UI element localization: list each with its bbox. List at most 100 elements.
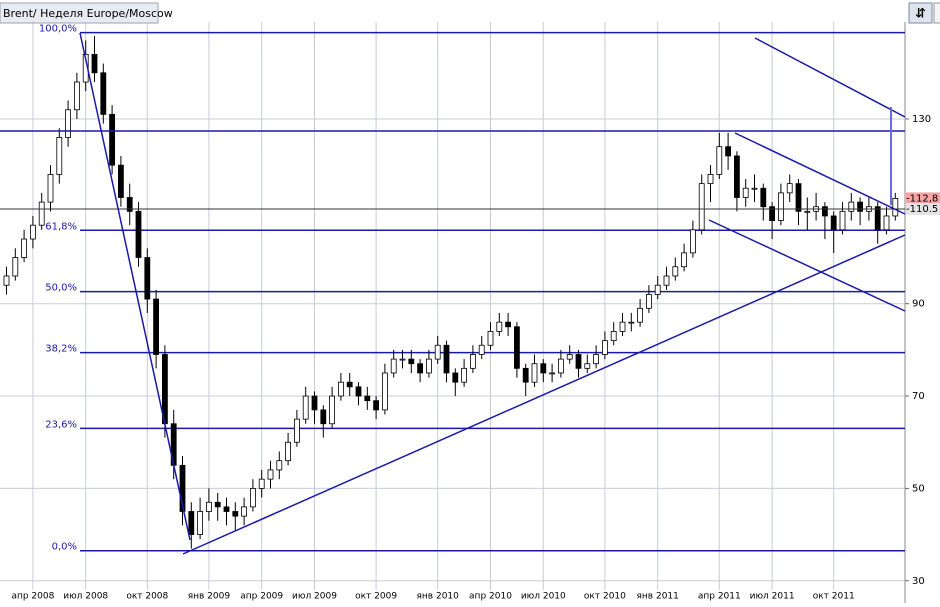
fib-label: 23,6% — [45, 419, 77, 430]
candle-body — [109, 113, 115, 166]
fib-label: 38,2% — [45, 344, 77, 355]
candle-body — [267, 469, 274, 480]
candle-body — [566, 354, 573, 360]
candle-body — [434, 344, 441, 360]
candle-body — [311, 395, 318, 411]
candle-body — [742, 187, 749, 198]
candle-body — [522, 367, 529, 383]
candle-body — [681, 252, 687, 268]
candle-body — [487, 330, 494, 346]
drawings — [0, 32, 906, 555]
y-tick-label: 70 — [912, 391, 925, 402]
candle-body — [558, 358, 564, 374]
candle-body — [3, 275, 10, 286]
candle-body — [778, 192, 784, 221]
candle-body — [214, 501, 221, 508]
x-tick-label: окт 2008 — [126, 592, 168, 602]
candle-body — [830, 215, 837, 231]
x-tick-label: апр 2008 — [11, 592, 54, 602]
candle-body — [12, 257, 19, 277]
candle-body — [452, 372, 459, 383]
candle-body — [734, 155, 740, 198]
candle-body — [751, 187, 758, 190]
y-tick-label: 90 — [912, 299, 925, 310]
candle-body — [285, 441, 292, 462]
candle-body — [602, 340, 608, 355]
candle-body — [153, 298, 160, 355]
candle-body — [126, 197, 133, 212]
x-tick-label: июл 2010 — [521, 592, 566, 602]
candle-body — [355, 386, 362, 397]
candle-body — [786, 183, 793, 194]
x-tick-label: янв 2011 — [637, 592, 679, 602]
candle-body — [373, 400, 380, 411]
candle-body — [531, 363, 538, 383]
fib-label: 0,0% — [52, 542, 77, 553]
candle-body — [329, 395, 336, 425]
candle-body — [364, 395, 371, 402]
candle-body — [874, 206, 881, 231]
candle-body — [707, 173, 714, 185]
candle-body — [144, 257, 151, 300]
candle-body — [118, 164, 124, 198]
candle-body — [188, 511, 195, 535]
candle-body — [65, 109, 71, 138]
candle-body — [399, 358, 406, 361]
candle-body — [390, 358, 397, 374]
candle-body — [760, 187, 767, 208]
candle-body — [478, 344, 485, 355]
channel-line — [734, 132, 906, 215]
candle-body — [822, 206, 828, 217]
button[interactable] — [933, 2, 940, 24]
chart-title: Brent/ Неделя Europe/Moscow — [3, 7, 173, 20]
price-label: -112,8 — [906, 193, 938, 204]
candle-body — [672, 266, 679, 277]
candle-body — [276, 460, 283, 471]
candle-body — [223, 506, 230, 512]
candle-body — [628, 321, 635, 324]
candle-body — [469, 354, 476, 369]
candle-body — [663, 275, 670, 286]
fib-label: 61,8% — [45, 221, 77, 232]
candle-body — [654, 284, 661, 295]
candle-body — [514, 326, 520, 369]
price-label-box — [906, 203, 940, 216]
title-box — [0, 2, 159, 24]
sort-button[interactable] — [908, 2, 933, 24]
channel-line — [708, 219, 906, 312]
candle-body — [637, 307, 643, 323]
candle-body — [725, 146, 731, 157]
candle-body — [241, 506, 248, 517]
candle-body — [619, 321, 626, 332]
candle-body — [346, 381, 353, 388]
channel-line — [754, 37, 906, 118]
candle-body — [593, 354, 599, 365]
candle-body — [179, 464, 186, 512]
candle-body — [74, 81, 80, 111]
candle-body — [91, 53, 98, 74]
candle-body — [804, 210, 811, 213]
candle-body — [892, 198, 899, 217]
candle-body — [302, 395, 309, 420]
candle-body — [795, 183, 802, 212]
candle-body — [258, 478, 265, 489]
candle-body — [29, 224, 36, 240]
candle-body — [21, 238, 28, 258]
sort-icon[interactable]: ⇵ — [915, 7, 926, 22]
x-tick-label: апр 2009 — [240, 592, 283, 602]
fib-label: 50,0% — [45, 283, 77, 294]
candle-body — [100, 72, 107, 115]
candle-body — [232, 511, 239, 517]
candle-body — [610, 330, 617, 342]
candle-body — [646, 294, 652, 309]
candle-body — [575, 354, 582, 369]
candle-body — [443, 344, 450, 374]
fib-label: 100,0% — [39, 24, 77, 35]
candle-body — [135, 210, 142, 258]
trend-line — [79, 32, 191, 541]
candle-body — [839, 210, 846, 231]
x-tick-label: окт 2009 — [355, 592, 397, 602]
x-tick-label: окт 2011 — [813, 592, 855, 602]
